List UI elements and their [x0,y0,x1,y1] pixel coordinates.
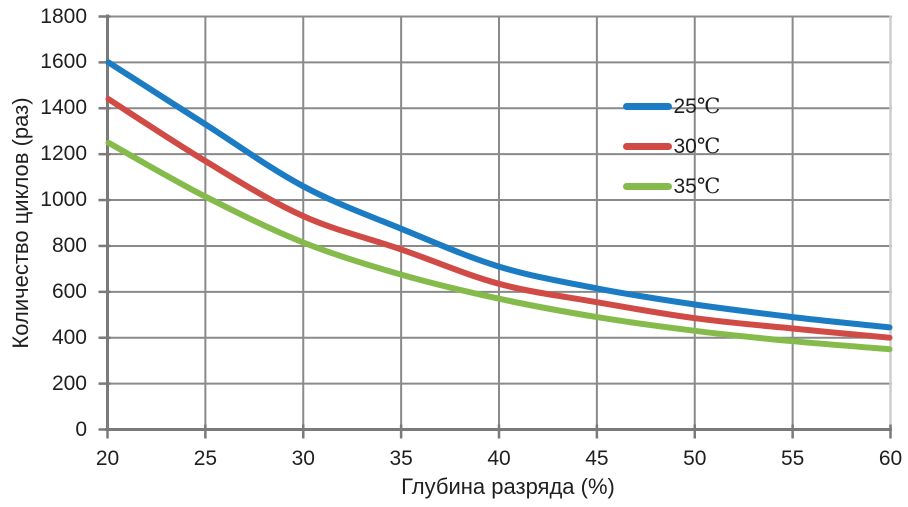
y-tick-label-800: 800 [51,233,87,257]
legend-label-35℃: 35℃ [673,174,721,198]
legend-label-25℃: 25℃ [673,94,721,118]
x-axis-title: Глубина разряда (%) [401,474,615,499]
y-axis-title: Количество циклов (раз) [8,97,33,349]
y-tick-label-0: 0 [75,417,87,441]
y-tick-label-1200: 1200 [40,142,87,166]
x-tick-label-20: 20 [95,447,120,470]
y-tick-label-200: 200 [51,371,87,395]
x-tick-label-45: 45 [585,447,609,470]
y-tick-label-1600: 1600 [40,50,87,74]
x-tick-label-25: 25 [193,447,218,470]
series-line-35℃ [105,139,893,353]
y-tick-label-1400: 1400 [40,96,87,120]
legend-swatch-30℃ [622,143,672,150]
legend-label-30℃: 30℃ [673,134,721,158]
x-tick-label-55: 55 [780,447,805,470]
x-tick-label-50: 50 [683,447,707,470]
legend-swatch-25℃ [622,103,672,110]
y-tick-label-400: 400 [51,325,87,349]
legend-swatch-35℃ [622,183,672,190]
series-line-30℃ [105,96,893,341]
y-tick-label-1800: 1800 [40,4,87,28]
series-line-25℃ [105,59,893,331]
y-tick-label-600: 600 [51,279,87,303]
x-tick-label-30: 30 [291,447,315,470]
x-tick-label-60: 60 [878,447,903,470]
x-tick-label-40: 40 [487,447,511,470]
x-tick-label-35: 35 [389,447,413,470]
y-tick-label-1000: 1000 [40,188,87,212]
